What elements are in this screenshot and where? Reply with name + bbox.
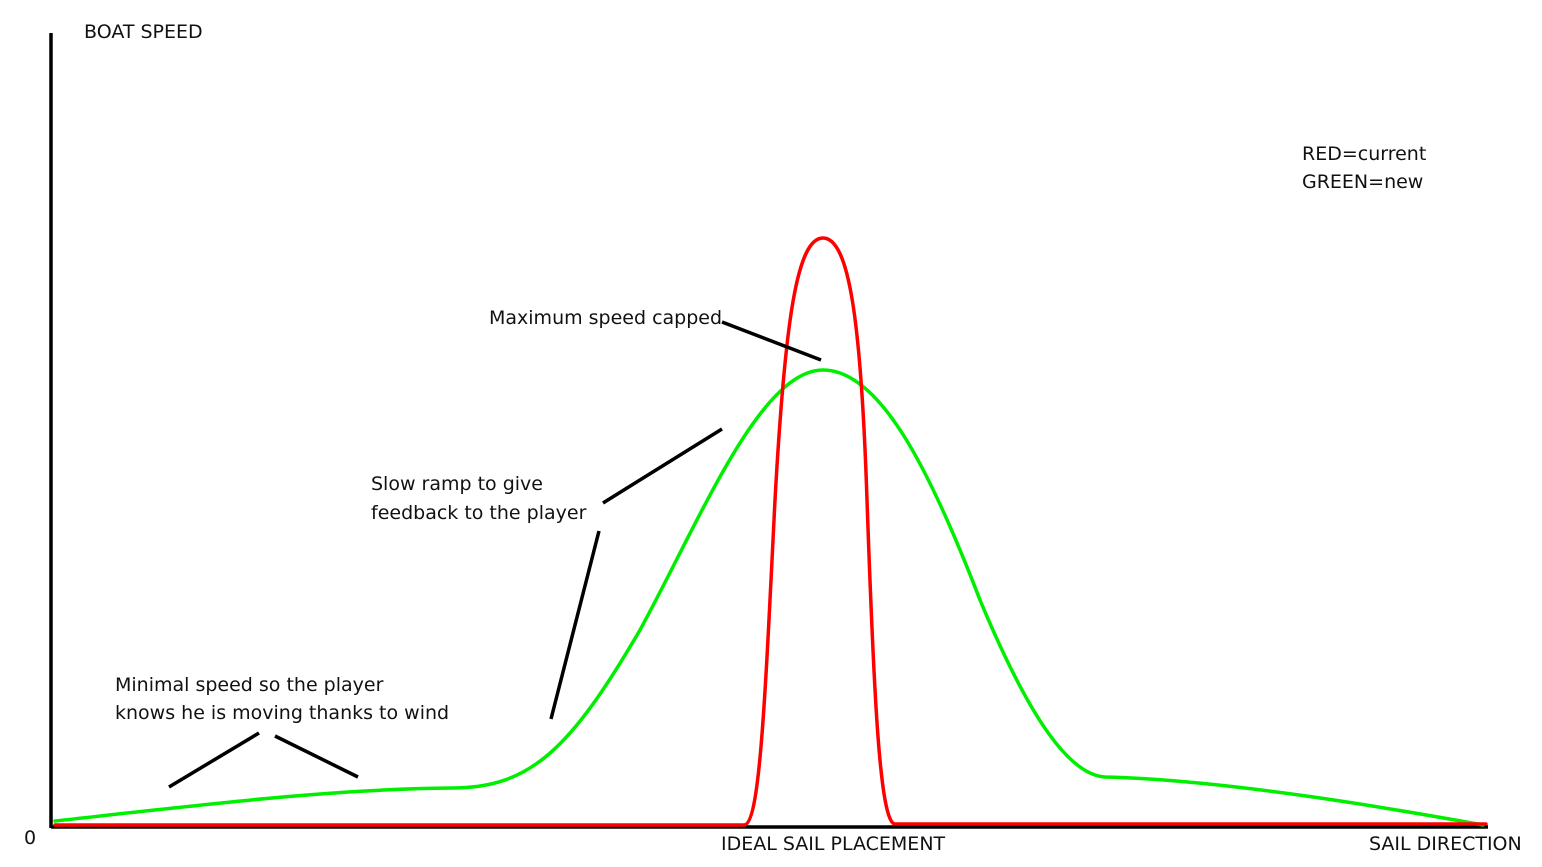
annotation-minimal-line1: Minimal speed so the player — [115, 674, 384, 696]
ideal-sail-placement-label: IDEAL SAIL PLACEMENT — [721, 833, 946, 855]
y-axis-label: BOAT SPEED — [84, 21, 203, 43]
annotation-minimal-line2: knows he is moving thanks to wind — [115, 702, 450, 724]
current-speed-curve — [53, 236, 1488, 827]
pointer-ramp-upper — [602, 427, 723, 505]
new-speed-curve — [53, 368, 1485, 827]
pointer-minimal-left — [168, 731, 260, 789]
annotation-max-cap: Maximum speed capped — [489, 307, 723, 329]
pointer-ramp-lower — [549, 530, 601, 720]
pointer-max-cap — [721, 320, 822, 362]
annotation-ramp-line1: Slow ramp to give — [371, 473, 543, 495]
annotation-ramp-line2: feedback to the player — [371, 502, 587, 524]
annotation-pointers — [168, 320, 822, 789]
origin-label: 0 — [24, 827, 37, 849]
legend-current: RED=current — [1302, 143, 1427, 165]
legend-new: GREEN=new — [1302, 171, 1424, 193]
pointer-minimal-right — [274, 734, 359, 779]
x-axis-label: SAIL DIRECTION — [1369, 833, 1522, 855]
